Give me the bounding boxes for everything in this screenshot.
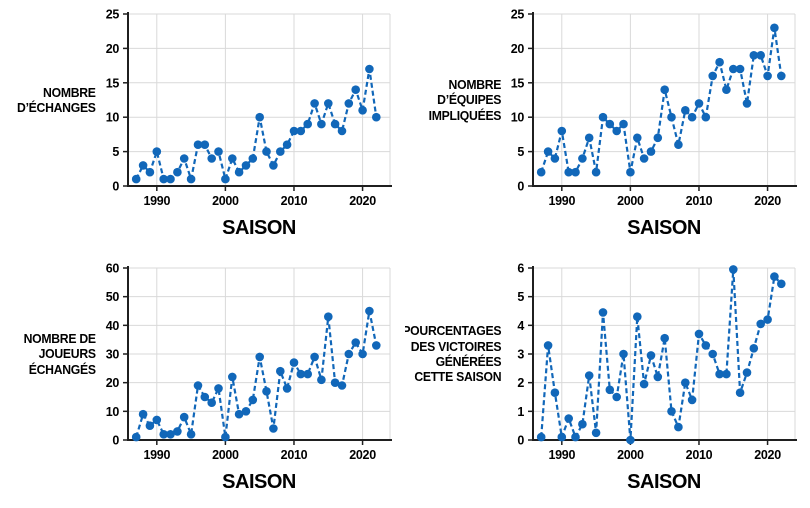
svg-text:SAISON: SAISON [627,217,701,239]
svg-text:2: 2 [517,376,524,390]
svg-text:50: 50 [106,290,120,304]
svg-text:2010: 2010 [281,194,308,208]
svg-text:3: 3 [517,348,524,362]
svg-text:2020: 2020 [754,448,781,462]
svg-text:2000: 2000 [617,448,644,462]
svg-text:5: 5 [112,145,119,159]
svg-text:0: 0 [517,180,524,194]
line-chart-nombre-dechanges: 0 5 10 15 20 25 1990 2000 2010 2020 SAISON [106,8,392,239]
y-axis-label-wrap: NOMBRE D’ÉQUIPES IMPLIQUÉES [405,0,501,200]
chart-cell-nombre-dechanges: NOMBRE D’ÉCHANGES 0 5 10 15 20 25 1990 2000 2010… [0,0,405,254]
svg-text:1: 1 [517,405,524,419]
y-axis-label-wrap: NOMBRE D’ÉCHANGES [0,0,96,200]
svg-text:10: 10 [511,111,525,125]
svg-text:2010: 2010 [686,448,713,462]
svg-text:1990: 1990 [144,194,171,208]
svg-text:15: 15 [106,76,120,90]
svg-text:15: 15 [511,76,525,90]
svg-text:1990: 1990 [549,194,576,208]
svg-text:1990: 1990 [549,448,576,462]
line-chart-nombre-dequipes-impliquees: 0 5 10 15 20 25 1990 2000 2010 2020 SAISON [511,8,797,239]
svg-text:SAISON: SAISON [222,471,296,493]
svg-text:2010: 2010 [281,448,308,462]
y-axis-label: NOMBRE DE JOUEURS ÉCHANGÉS [23,331,96,377]
svg-text:2020: 2020 [349,194,376,208]
chart-cell-nombre-dequipes-impliquees: NOMBRE D’ÉQUIPES IMPLIQUÉES 0 5 10 15 20 25 19… [405,0,810,254]
svg-text:2000: 2000 [212,448,239,462]
svg-text:SAISON: SAISON [222,217,296,239]
svg-text:30: 30 [106,348,120,362]
svg-text:0: 0 [112,434,119,448]
svg-text:40: 40 [106,319,120,333]
svg-text:SAISON: SAISON [627,471,701,493]
svg-text:20: 20 [511,42,525,56]
svg-text:20: 20 [106,42,120,56]
svg-text:20: 20 [106,376,120,390]
svg-text:4: 4 [517,319,524,333]
y-axis-label: NOMBRE D’ÉCHANGES [17,84,96,115]
svg-text:6: 6 [517,262,524,276]
y-axis-label-wrap: NOMBRE DE JOUEURS ÉCHANGÉS [0,254,96,454]
line-chart-pourcentages-victoires: 0 1 2 3 4 5 6 1990 2000 2010 2020 SAISON [517,262,797,493]
svg-text:5: 5 [517,290,524,304]
svg-text:10: 10 [106,111,120,125]
y-axis-label: POURCENTAGES DES VICTOIRES GÉNÉRÉES CETT… [405,323,501,385]
svg-text:5: 5 [517,145,524,159]
svg-text:2000: 2000 [212,194,239,208]
svg-text:2000: 2000 [617,194,644,208]
y-axis-label-wrap: POURCENTAGES DES VICTOIRES GÉNÉRÉES CETT… [405,254,501,454]
svg-text:0: 0 [112,180,119,194]
svg-text:2010: 2010 [686,194,713,208]
svg-text:2020: 2020 [349,448,376,462]
svg-text:60: 60 [106,262,120,276]
svg-text:10: 10 [106,405,120,419]
chart-cell-nombre-de-joueurs-echanges: NOMBRE DE JOUEURS ÉCHANGÉS 0 10 20 30 40 50 60… [0,254,405,508]
y-axis-label: NOMBRE D’ÉQUIPES IMPLIQUÉES [428,77,501,123]
svg-text:25: 25 [511,8,525,22]
chart-cell-pourcentages-victoires: POURCENTAGES DES VICTOIRES GÉNÉRÉES CETT… [405,254,810,508]
svg-text:0: 0 [517,434,524,448]
svg-text:2020: 2020 [754,194,781,208]
svg-text:1990: 1990 [144,448,171,462]
svg-text:25: 25 [106,8,120,22]
line-chart-nombre-de-joueurs-echanges: 0 10 20 30 40 50 60 1990 2000 2010 2020 SAISON [106,262,392,493]
